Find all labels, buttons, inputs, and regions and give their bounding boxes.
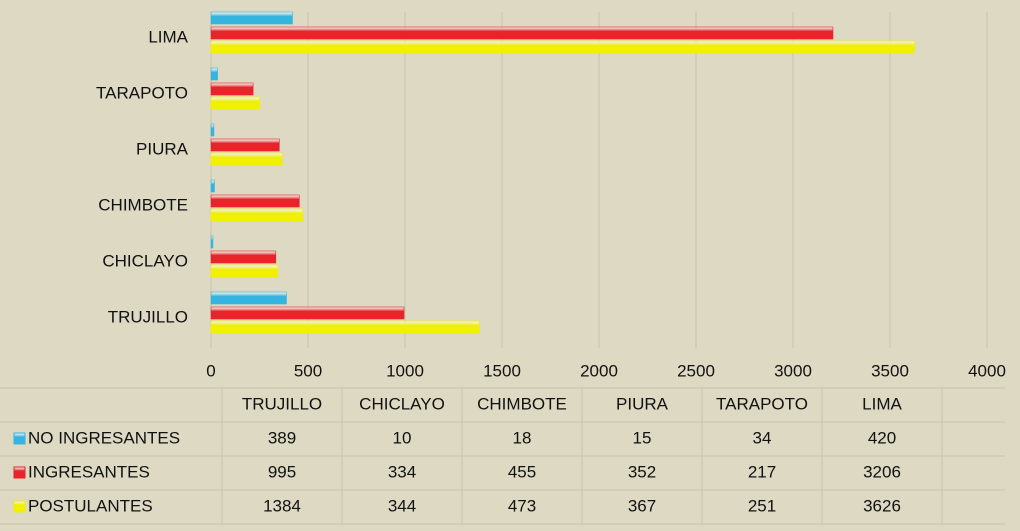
bar <box>210 152 283 166</box>
table-header: PIURA <box>616 394 669 413</box>
bar <box>210 306 405 320</box>
table-cell: 420 <box>868 428 896 447</box>
table-cell: 334 <box>388 462 416 481</box>
table-cell: 455 <box>508 462 536 481</box>
bar <box>210 82 254 96</box>
table-cell: 217 <box>748 462 776 481</box>
y-tick-label: TRUJILLO <box>108 307 188 326</box>
table-cell: 18 <box>513 428 532 447</box>
legend-swatch <box>13 500 26 513</box>
y-tick-label: CHIMBOTE <box>98 195 188 214</box>
x-tick-label: 3000 <box>774 361 812 380</box>
bar <box>210 291 287 305</box>
y-tick-label: TARAPOTO <box>96 83 188 102</box>
legend-label: POSTULANTES <box>28 496 153 515</box>
table-cell: 1384 <box>263 496 301 515</box>
table-cell: 10 <box>393 428 412 447</box>
table-header: TRUJILLO <box>242 394 322 413</box>
legend-label: NO INGRESANTES <box>28 428 180 447</box>
x-tick-label: 2500 <box>677 361 715 380</box>
x-tick-label: 500 <box>294 361 322 380</box>
table-header: LIMA <box>862 394 902 413</box>
bar <box>210 208 304 222</box>
table-cell: 389 <box>268 428 296 447</box>
table-header: CHICLAYO <box>359 394 445 413</box>
legend-swatch <box>13 432 26 445</box>
x-tick-label: 2000 <box>580 361 618 380</box>
y-tick-label: PIURA <box>136 139 189 158</box>
x-tick-label: 3500 <box>871 361 909 380</box>
x-tick-label: 1000 <box>386 361 424 380</box>
bar <box>210 40 915 54</box>
bar <box>210 194 300 208</box>
bar <box>210 96 260 110</box>
x-tick-label: 1500 <box>483 361 521 380</box>
y-tick-label: CHICLAYO <box>102 251 188 270</box>
bar <box>210 123 215 137</box>
legend-swatch <box>13 466 26 479</box>
table-cell: 15 <box>633 428 652 447</box>
bar <box>210 264 279 278</box>
table-cell: 3206 <box>863 462 901 481</box>
table-header: TARAPOTO <box>716 394 808 413</box>
table-cell: 995 <box>268 462 296 481</box>
x-tick-label: 0 <box>206 361 215 380</box>
table-cell: 352 <box>628 462 656 481</box>
table-cell: 251 <box>748 496 776 515</box>
table-cell: 473 <box>508 496 536 515</box>
table-cell: 367 <box>628 496 656 515</box>
table-cell: 344 <box>388 496 416 515</box>
x-tick-label: 4000 <box>968 361 1006 380</box>
table-cell: 3626 <box>863 496 901 515</box>
bar <box>210 320 480 334</box>
table-header: CHIMBOTE <box>477 394 567 413</box>
bar <box>210 11 293 25</box>
bar <box>210 250 277 264</box>
y-tick-label: LIMA <box>148 27 188 46</box>
legend-label: INGRESANTES <box>28 462 150 481</box>
bar <box>210 179 215 193</box>
bar <box>210 67 218 81</box>
table-cell: 34 <box>753 428 772 447</box>
bar <box>210 138 280 152</box>
bar <box>210 26 834 40</box>
bar <box>210 235 214 249</box>
